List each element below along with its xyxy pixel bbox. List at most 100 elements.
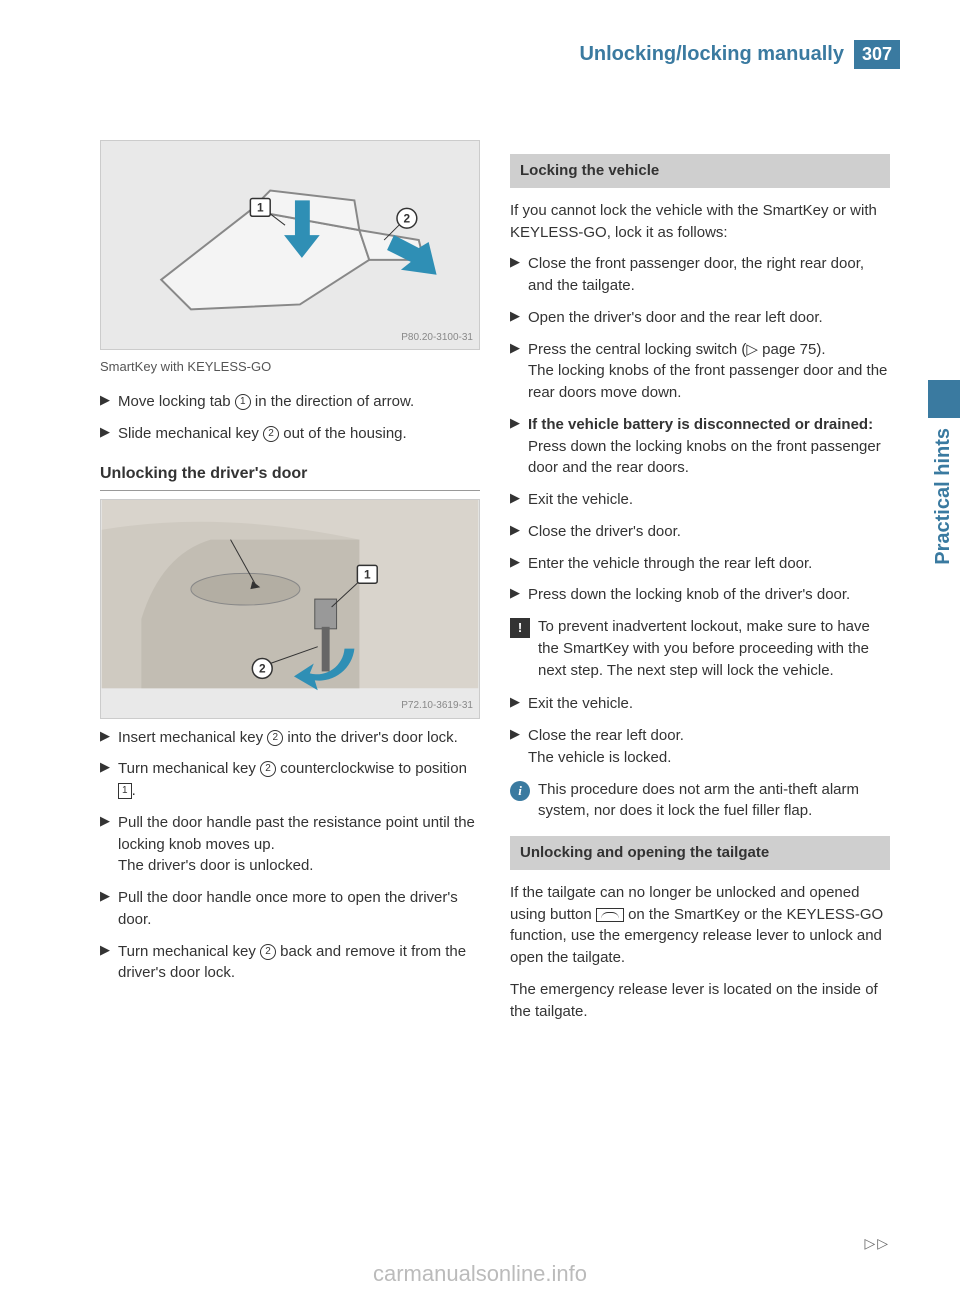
step-marker-icon: ▶ <box>100 887 118 931</box>
step-item: ▶ Turn mechanical key 2 counterclockwise… <box>100 758 480 802</box>
step-item: ▶ Close the rear left door. The vehicle … <box>510 725 890 769</box>
step-text-bold: If the vehicle battery is disconnected o… <box>528 416 873 433</box>
step-marker-icon: ▶ <box>510 489 528 511</box>
svg-text:2: 2 <box>404 211 411 225</box>
step-text: Close the front passenger door, the righ… <box>528 253 890 297</box>
step-item: ▶ Slide mechanical key 2 out of the hous… <box>100 423 480 445</box>
callout-ref-icon: 2 <box>267 730 283 746</box>
step-text: Press the central locking switch ( <box>528 341 746 358</box>
step-text: Close the driver's door. <box>528 521 890 543</box>
callout-ref-icon: 2 <box>260 761 276 777</box>
step-text: Close the rear left door. <box>528 727 684 744</box>
footer-watermark: carmanualsonline.info <box>0 1261 960 1287</box>
warning-note: ! To prevent inadvertent lockout, make s… <box>510 616 890 681</box>
tailgate-button-icon <box>596 908 624 922</box>
info-note: i This procedure does not arm the anti-t… <box>510 779 890 823</box>
step-item: ▶ Insert mechanical key 2 into the drive… <box>100 727 480 749</box>
step-marker-icon: ▶ <box>510 553 528 575</box>
step-marker-icon: ▶ <box>510 253 528 297</box>
page-ref-icon: ▷ <box>746 341 758 358</box>
step-text: into the driver's door lock. <box>283 729 458 746</box>
paragraph: If the tailgate can no longer be unlocke… <box>510 882 890 969</box>
step-marker-icon: ▶ <box>510 693 528 715</box>
step-item: ▶ Press down the locking knob of the dri… <box>510 584 890 606</box>
figure-smartkey: 1 2 P80.20-3100-31 <box>100 140 480 350</box>
step-result: The driver's door is unlocked. <box>118 857 313 874</box>
step-text: Pull the door handle past the resistance… <box>118 814 475 853</box>
svg-text:1: 1 <box>364 567 371 581</box>
step-item: ▶ Exit the vehicle. <box>510 693 890 715</box>
step-item: ▶ Close the front passenger door, the ri… <box>510 253 890 297</box>
step-result: The vehicle is locked. <box>528 749 671 766</box>
header-title: Unlocking/locking manually <box>579 43 844 66</box>
section-tab: Practical hints <box>928 380 960 600</box>
callout-ref-icon: 1 <box>235 394 251 410</box>
step-item: ▶ Enter the vehicle through the rear lef… <box>510 553 890 575</box>
svg-text:1: 1 <box>257 200 264 214</box>
step-text: Move locking tab <box>118 393 235 410</box>
step-marker-icon: ▶ <box>510 307 528 329</box>
step-marker-icon: ▶ <box>510 584 528 606</box>
step-text: Enter the vehicle through the rear left … <box>528 553 890 575</box>
step-text: Press down the locking knobs on the fron… <box>528 438 881 477</box>
step-marker-icon: ▶ <box>510 414 528 479</box>
note-text: This procedure does not arm the anti-the… <box>538 779 890 823</box>
paragraph: The emergency release lever is located o… <box>510 979 890 1023</box>
step-marker-icon: ▶ <box>100 941 118 985</box>
step-text: Insert mechanical key <box>118 729 267 746</box>
left-column: 1 2 P80.20-3100-31 SmartKey with KEYLESS… <box>100 140 480 1032</box>
section-tab-marker <box>928 380 960 418</box>
step-text: . <box>132 782 136 799</box>
continued-icon: ▷▷ <box>864 1235 890 1252</box>
step-text: counterclockwise to position <box>276 760 467 777</box>
paragraph: If you cannot lock the vehicle with the … <box>510 200 890 244</box>
step-marker-icon: ▶ <box>510 521 528 543</box>
step-text: out of the housing. <box>279 425 407 442</box>
warning-icon: ! <box>510 618 530 638</box>
step-item: ▶ Exit the vehicle. <box>510 489 890 511</box>
step-item: ▶ Close the driver's door. <box>510 521 890 543</box>
subheading: Unlocking the driver's door <box>100 462 480 490</box>
figure-code: P72.10-3619-31 <box>401 699 473 714</box>
step-marker-icon: ▶ <box>510 339 528 404</box>
step-item: ▶ Turn mechanical key 2 back and remove … <box>100 941 480 985</box>
position-ref-icon: 1 <box>118 783 132 799</box>
right-column: Locking the vehicle If you cannot lock t… <box>510 140 890 1032</box>
step-text: Turn mechanical key <box>118 943 260 960</box>
page-header: Unlocking/locking manually 307 <box>579 40 900 69</box>
figure-caption: SmartKey with KEYLESS-GO <box>100 358 480 377</box>
header-page-number: 307 <box>854 40 900 69</box>
info-icon: i <box>510 781 530 801</box>
section-tab-label: Practical hints <box>928 418 959 575</box>
step-result: The locking knobs of the front passenger… <box>528 362 887 401</box>
step-item: ▶ Pull the door handle past the resistan… <box>100 812 480 877</box>
step-item: ▶ Press the central locking switch (▷ pa… <box>510 339 890 404</box>
step-text: Press down the locking knob of the drive… <box>528 584 890 606</box>
callout-ref-icon: 2 <box>260 944 276 960</box>
step-text: Slide mechanical key <box>118 425 263 442</box>
step-marker-icon: ▶ <box>100 727 118 749</box>
step-marker-icon: ▶ <box>100 758 118 802</box>
figure-code: P80.20-3100-31 <box>401 331 473 346</box>
section-heading: Unlocking and opening the tailgate <box>510 836 890 870</box>
step-item: ▶ If the vehicle battery is disconnected… <box>510 414 890 479</box>
step-marker-icon: ▶ <box>100 812 118 877</box>
step-text: in the direction of arrow. <box>251 393 414 410</box>
callout-ref-icon: 2 <box>263 426 279 442</box>
section-heading: Locking the vehicle <box>510 154 890 188</box>
step-marker-icon: ▶ <box>100 423 118 445</box>
step-text: Turn mechanical key <box>118 760 260 777</box>
svg-text:2: 2 <box>259 661 266 675</box>
figure-door-lock: 1 2 P72.10-3619-31 <box>100 499 480 719</box>
step-item: ▶ Pull the door handle once more to open… <box>100 887 480 931</box>
step-marker-icon: ▶ <box>100 391 118 413</box>
step-item: ▶ Move locking tab 1 in the direction of… <box>100 391 480 413</box>
step-text: Open the driver's door and the rear left… <box>528 307 890 329</box>
step-text: Pull the door handle once more to open t… <box>118 887 480 931</box>
step-marker-icon: ▶ <box>510 725 528 769</box>
step-text: Exit the vehicle. <box>528 693 890 715</box>
step-item: ▶ Open the driver's door and the rear le… <box>510 307 890 329</box>
step-text: page 75). <box>758 341 826 358</box>
step-text: Exit the vehicle. <box>528 489 890 511</box>
note-text: To prevent inadvertent lockout, make sur… <box>538 616 890 681</box>
